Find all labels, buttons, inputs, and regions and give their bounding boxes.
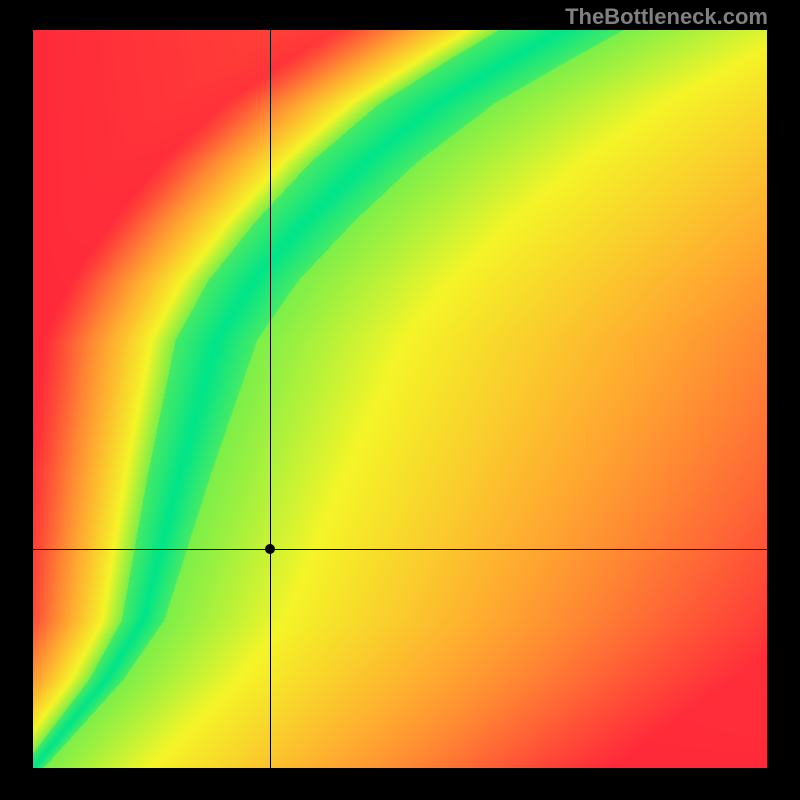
watermark-label: TheBottleneck.com xyxy=(565,4,768,30)
crosshair-horizontal xyxy=(33,549,767,550)
bottleneck-heatmap xyxy=(33,30,767,768)
crosshair-marker xyxy=(265,544,275,554)
chart-container: TheBottleneck.com xyxy=(0,0,800,800)
crosshair-vertical xyxy=(270,30,271,768)
